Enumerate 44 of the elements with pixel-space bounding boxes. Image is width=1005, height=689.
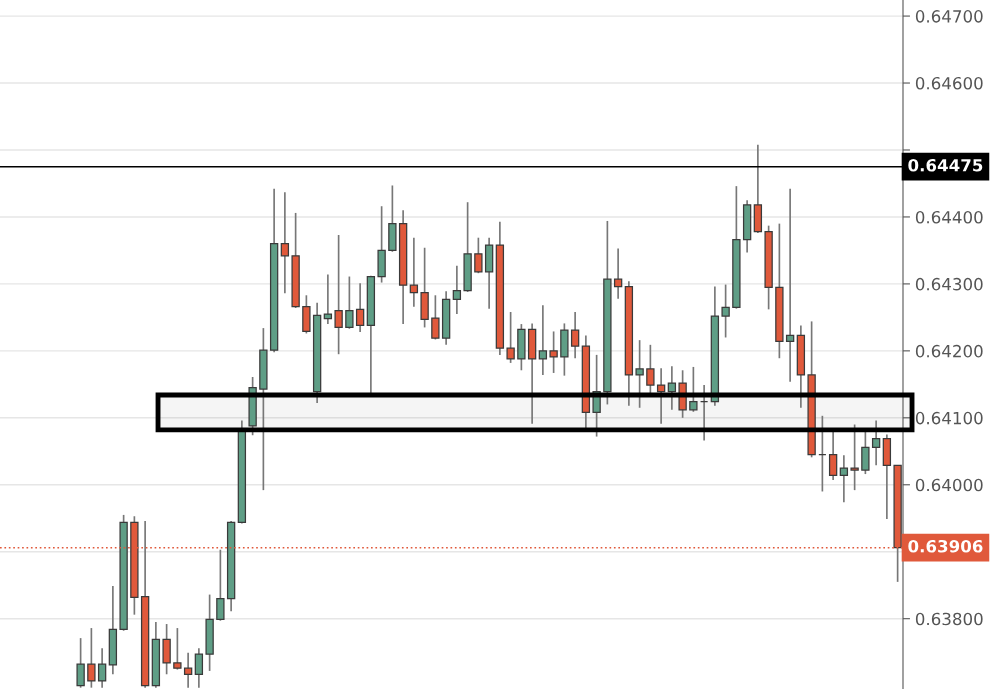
y-tick-label: 0.64700 — [915, 10, 983, 23]
candlestick — [549, 330, 558, 374]
ref-line-label: 0.63906 — [908, 539, 983, 553]
candlestick — [667, 365, 677, 411]
candlestick — [721, 283, 730, 339]
y-tick-label: 0.64100 — [915, 411, 983, 425]
candlestick — [689, 366, 698, 413]
candlestick — [452, 264, 462, 315]
y-tick-label: 0.64300 — [915, 277, 983, 291]
candlestick — [345, 275, 354, 330]
candlestick — [538, 304, 548, 376]
candlestick — [570, 311, 580, 360]
candlestick — [474, 236, 483, 275]
y-tick-label: 0.64000 — [915, 478, 983, 492]
candlestick — [76, 637, 85, 689]
candlestick — [194, 647, 204, 689]
candlestick — [656, 367, 666, 425]
candlestick — [861, 429, 870, 475]
candlestick — [828, 429, 838, 481]
candlestick — [280, 191, 290, 295]
candlestick — [613, 247, 623, 300]
y-tick-label: 0.64600 — [915, 76, 983, 90]
candlestick — [409, 236, 419, 308]
candlestick — [506, 311, 515, 364]
candlestick — [162, 623, 171, 676]
candlestick — [431, 294, 440, 341]
candlestick — [635, 339, 644, 409]
candlestick — [355, 282, 365, 333]
candlestick — [87, 627, 96, 689]
candlestick — [839, 454, 849, 504]
y-tick-label: 0.64200 — [915, 344, 983, 358]
candlestick — [183, 652, 193, 689]
candlestick — [173, 627, 182, 671]
candlestick — [323, 273, 333, 325]
candlestick — [871, 419, 881, 467]
candlestick — [850, 423, 859, 491]
candlestick — [97, 647, 107, 689]
y-tick-label: 0.64400 — [915, 210, 983, 224]
candlestick — [785, 187, 795, 383]
ref-line-label: 0.64475 — [908, 158, 983, 172]
candlestick — [646, 343, 655, 396]
candlestick — [216, 548, 225, 622]
candlestick — [334, 234, 343, 356]
y-tick-label: 0.63800 — [915, 612, 983, 626]
